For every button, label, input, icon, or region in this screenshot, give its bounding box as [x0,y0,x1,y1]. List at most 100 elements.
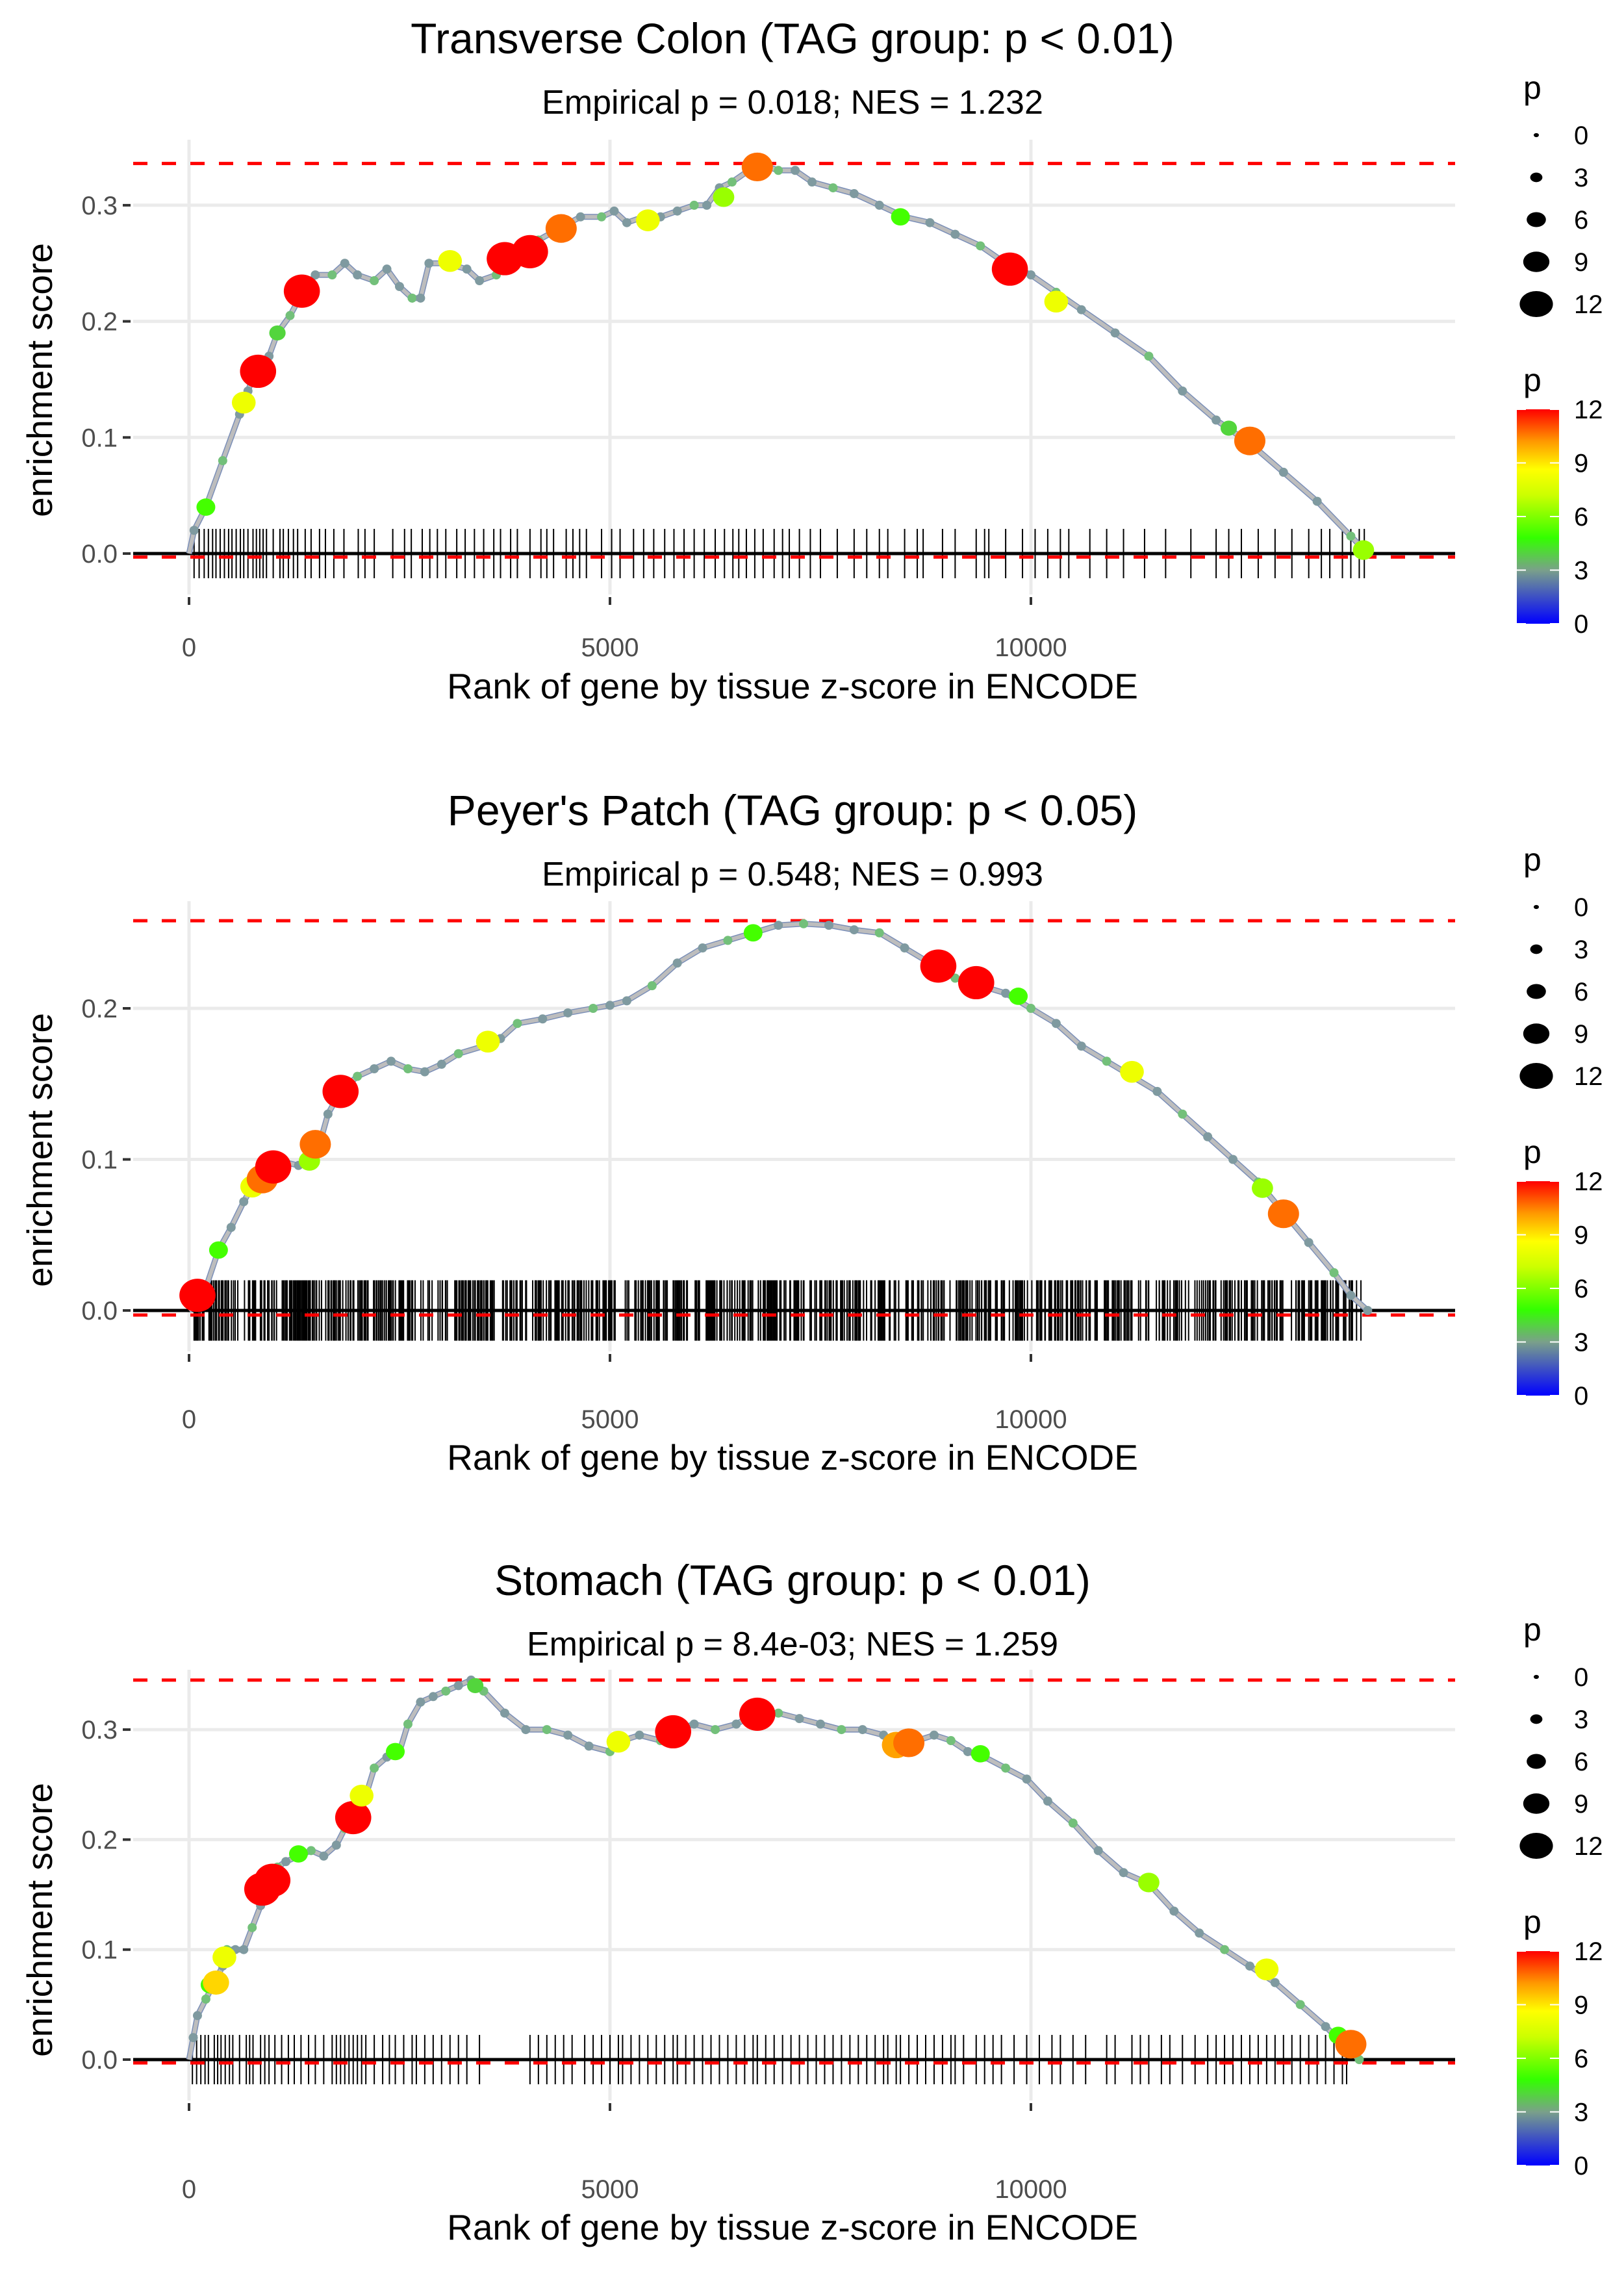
highlighted-point [179,1279,216,1312]
panel-stomach: Stomach (TAG group: p < 0.01) Empirical … [19,1556,1603,2247]
gene-point [727,177,737,187]
gene-point [1076,305,1086,314]
gene-point [828,183,838,193]
highlighted-point [203,1970,229,1995]
gene-point [1102,1056,1111,1066]
gene-point [218,456,227,466]
gene-point [420,1067,429,1077]
highlighted-point [512,235,548,268]
color-legend-label: 0 [1574,610,1588,639]
highlighted-point [212,1946,236,1969]
panel-subtitle: Empirical p = 0.018; NES = 1.232 [542,84,1043,121]
highlighted-point [269,325,286,341]
gene-point [794,1714,804,1724]
gene-point [1076,1041,1086,1051]
highlighted-point [438,249,463,272]
gene-point [407,293,417,303]
size-legend-key [1530,172,1543,183]
gene-point [437,1060,446,1069]
highlighted-point [299,1130,331,1159]
gene-point [340,259,349,268]
highlighted-point [1120,1060,1144,1083]
gene-point [1022,1774,1032,1784]
highlighted-point [255,1150,292,1184]
highlighted-point [713,187,735,207]
gene-point [723,936,733,945]
size-legend-label: 3 [1574,1706,1588,1734]
gene-points [192,919,1373,1315]
color-legend-label: 6 [1574,503,1588,531]
gene-point [311,270,320,280]
highlighted-point [971,1745,990,1763]
gene-point [370,276,379,286]
size-legend-label: 9 [1574,248,1588,277]
gene-point [1178,1109,1187,1119]
panel-subtitle: Empirical p = 8.4e-03; NES = 1.259 [527,1626,1058,1663]
gene-point [1110,328,1120,338]
gene-point [589,1004,598,1013]
color-legend-title: p [1523,362,1542,398]
gene-point [247,1923,257,1932]
x-tick-label: 10000 [995,2175,1067,2204]
gene-point [1346,1290,1356,1300]
gene-point [963,1746,972,1756]
gene-point [1329,1268,1339,1277]
gene-point [874,928,884,938]
gene-point [1212,415,1221,425]
highlighted-point [545,214,577,243]
y-tick-label: 0.3 [81,1716,118,1744]
size-legend-key [1519,1063,1553,1089]
highlighted-point [322,1075,359,1108]
x-tick-label: 5000 [581,1405,639,1434]
highlighted-point [209,1241,228,1259]
color-legend-label: 12 [1574,396,1603,424]
highlighted-point [1044,290,1069,313]
gene-point [327,270,337,280]
gene-point [538,1014,548,1024]
gene-point [1001,1763,1011,1773]
highlighted-point [920,949,957,983]
gene-point [403,1064,412,1073]
highlighted-point [288,1845,308,1863]
highlighted-point [283,274,320,308]
y-tick-label: 0.2 [81,995,118,1023]
size-legend-label: 12 [1574,290,1603,319]
gene-point [416,1697,425,1707]
gene-point [416,293,425,303]
gene-point [239,1945,249,1954]
gene-point [1295,2000,1305,2010]
highlighted-point [1220,420,1237,436]
gene-point [689,200,699,210]
gene-point [542,1725,552,1735]
color-legend-label: 12 [1574,1168,1603,1196]
gene-point [403,1719,412,1729]
panel-transverse-colon: Transverse Colon (TAG group: p < 0.01) E… [19,14,1603,706]
gene-point [1169,1906,1179,1916]
gene-point [1220,1945,1230,1954]
gene-point [1001,988,1011,998]
color-legend-label: 3 [1574,2099,1588,2127]
gene-point [1051,1019,1061,1028]
gene-point [622,218,631,227]
gene-point [609,206,619,216]
gene-point [563,1008,573,1017]
gene-point [188,2033,198,2043]
y-tick-label: 0.1 [81,424,118,452]
gene-point [382,264,392,274]
highlighted-point [1267,1199,1299,1229]
y-tick-label: 0.1 [81,1936,118,1965]
size-legend-key [1523,1793,1550,1814]
gene-point [635,1730,644,1740]
gene-points [188,1675,1364,2064]
legend: p 0 3 6 9 12 p 12 9 6 3 0 [1517,841,1603,1411]
gene-point [837,1725,846,1735]
gene-point [774,166,783,175]
size-legend-label: 3 [1574,936,1588,964]
panel-title: Peyer's Patch (TAG group: p < 0.05) [448,786,1137,834]
size-legend-label: 9 [1574,1790,1588,1819]
es-curve [187,162,1369,556]
y-tick-label: 0.0 [81,1297,118,1325]
gene-point [1304,1238,1313,1247]
gene-point [1043,1796,1052,1806]
gene-point [353,270,362,280]
